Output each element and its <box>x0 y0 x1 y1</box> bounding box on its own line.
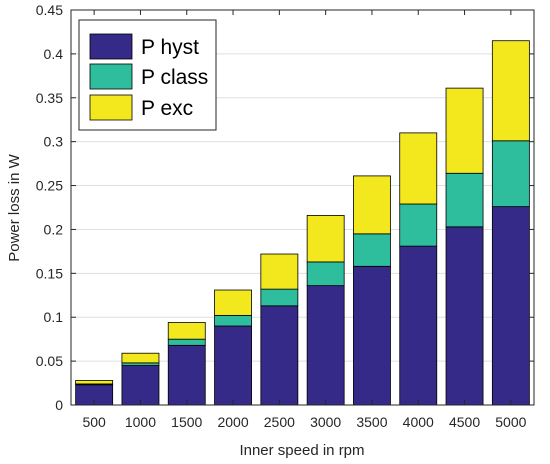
x-tick-label: 4000 <box>403 414 434 430</box>
bar-p-class-1500 <box>167 338 206 346</box>
bar-p-exc-1000 <box>121 352 160 364</box>
bar-p-exc-4000 <box>399 132 438 205</box>
bar-p-class-4500 <box>445 172 484 228</box>
bar-p-class-2500 <box>260 288 299 307</box>
y-tick-label: 0 <box>55 397 63 413</box>
bar-p-hyst-2000 <box>214 325 252 406</box>
bar-p-hyst-5000 <box>491 206 530 406</box>
x-tick-label: 3500 <box>356 414 387 430</box>
bar-p-hyst-4500 <box>445 226 484 406</box>
legend-swatch-p-hyst <box>89 33 133 60</box>
x-tick-label: 1500 <box>171 414 202 430</box>
y-tick-label: 0.15 <box>36 265 63 281</box>
bar-p-exc-5000 <box>491 40 530 142</box>
x-tick-label: 1000 <box>125 414 156 430</box>
legend-swatch-p-class <box>89 63 133 90</box>
x-axis-label: Inner speed in rpm <box>239 442 364 459</box>
bar-p-class-3000 <box>306 261 345 287</box>
y-tick-label: 0.3 <box>44 134 64 150</box>
x-tick-label: 3000 <box>310 414 341 430</box>
y-tick-label: 0.1 <box>44 309 64 325</box>
legend-label-p-class: P class <box>141 66 208 89</box>
bar-p-hyst-1500 <box>167 344 206 406</box>
y-tick-label: 0.4 <box>44 46 64 62</box>
bar-p-hyst-2500 <box>260 305 299 406</box>
x-tick-label: 2500 <box>264 414 295 430</box>
legend-label-p-exc: P exc <box>141 97 193 120</box>
bar-p-class-3500 <box>353 233 391 267</box>
bar-p-exc-3500 <box>353 175 391 235</box>
bar-p-exc-4500 <box>445 87 484 174</box>
y-axis-label: Power loss in W <box>6 153 23 261</box>
legend: P hyst P class P exc <box>78 19 217 131</box>
bar-p-exc-1500 <box>167 322 206 340</box>
bar-p-class-2000 <box>214 315 252 327</box>
y-tick-label: 0.45 <box>36 2 63 18</box>
bar-p-exc-2000 <box>214 289 252 316</box>
bar-p-exc-3000 <box>306 214 345 263</box>
bar-p-exc-500 <box>75 380 114 385</box>
bars <box>75 40 530 406</box>
y-tick-label: 0.35 <box>36 90 63 106</box>
plot-frame <box>70 9 535 406</box>
legend-swatch-p-exc <box>89 94 133 121</box>
y-tick-label: 0.25 <box>36 178 63 194</box>
legend-label-p-hyst: P hyst <box>141 36 199 59</box>
y-axis-ticks: 0 0.05 0.1 0.15 0.2 0.25 0.3 0.35 0.4 0.45 <box>36 2 534 413</box>
bar-p-class-4000 <box>399 203 438 247</box>
x-tick-label: 500 <box>82 414 106 430</box>
x-tick-label: 4500 <box>449 414 480 430</box>
bar-p-hyst-4000 <box>399 245 438 406</box>
bar-p-exc-2500 <box>260 253 299 290</box>
x-tick-label: 5000 <box>495 414 526 430</box>
bar-p-hyst-1000 <box>121 365 160 406</box>
bar-p-hyst-3000 <box>306 285 345 406</box>
bar-p-hyst-3500 <box>353 265 391 406</box>
y-tick-label: 0.05 <box>36 353 63 369</box>
bar-p-class-5000 <box>491 140 530 208</box>
x-axis-ticks: 500 1000 1500 2000 2500 3000 3500 4000 4500 5000 <box>82 10 527 430</box>
y-tick-label: 0.2 <box>44 221 64 237</box>
x-tick-label: 2000 <box>217 414 248 430</box>
